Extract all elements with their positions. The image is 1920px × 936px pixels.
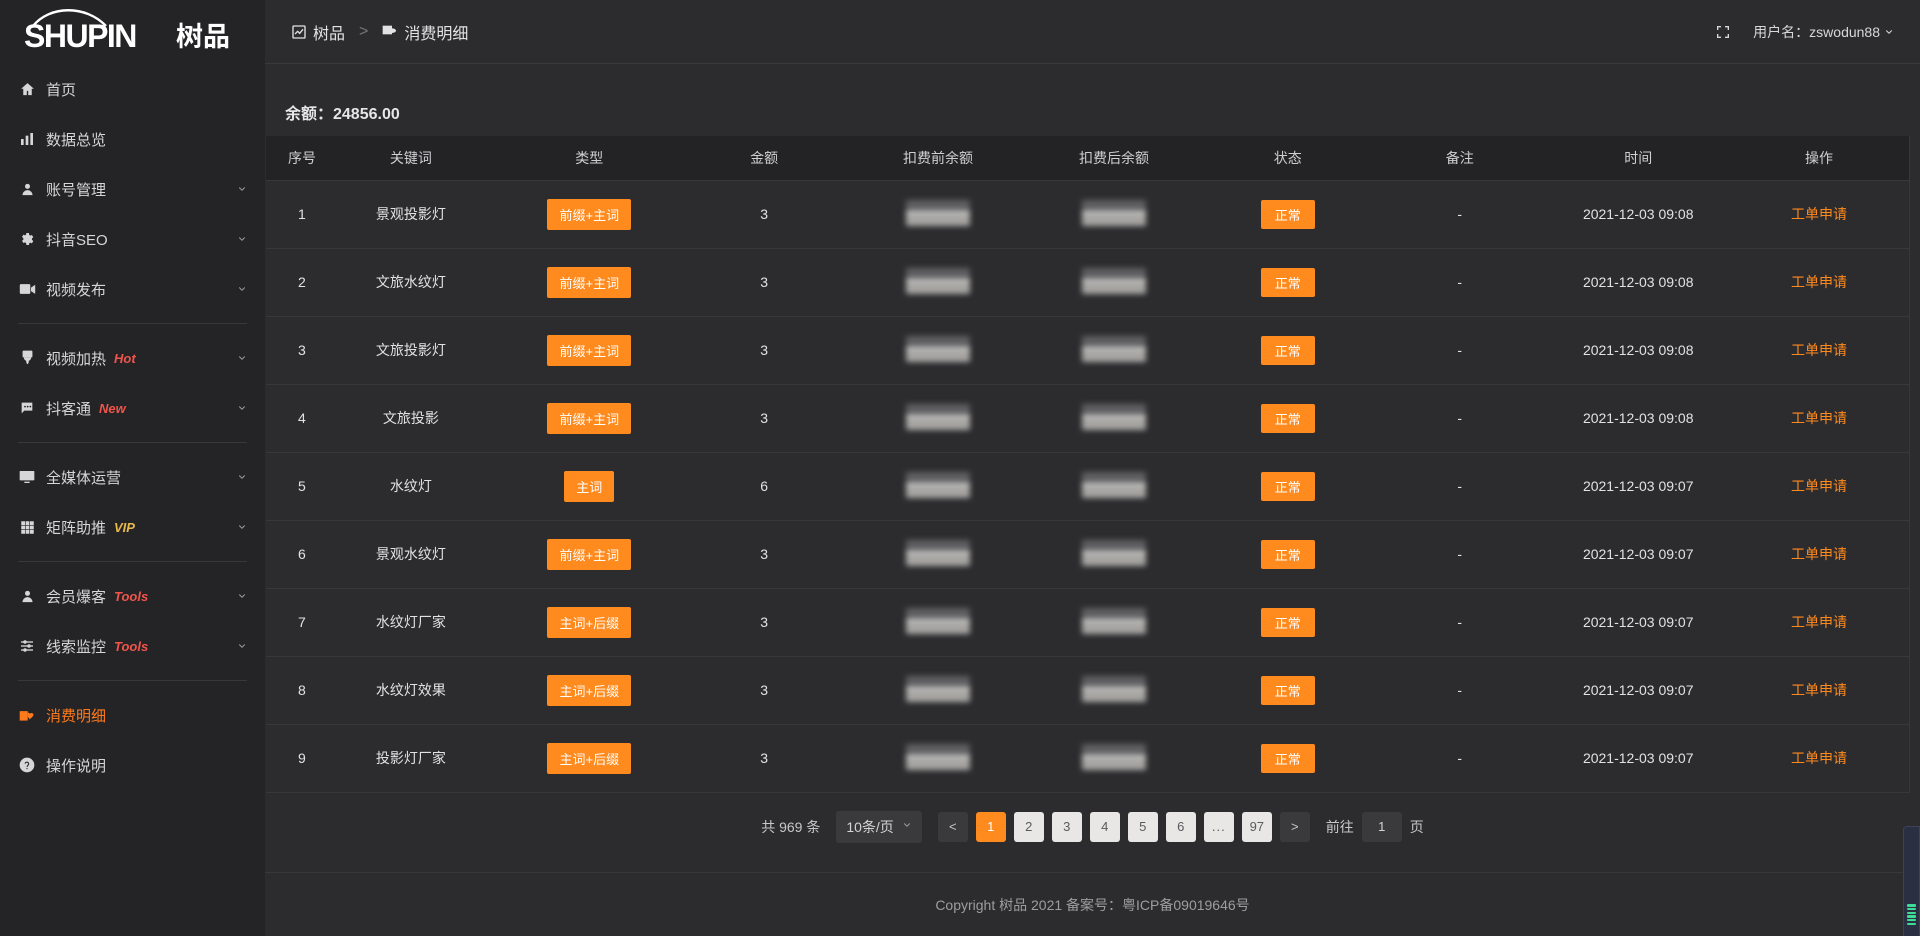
svg-text:树品: 树品 — [176, 15, 230, 54]
svg-text:SHUPIN: SHUPIN — [24, 18, 136, 54]
